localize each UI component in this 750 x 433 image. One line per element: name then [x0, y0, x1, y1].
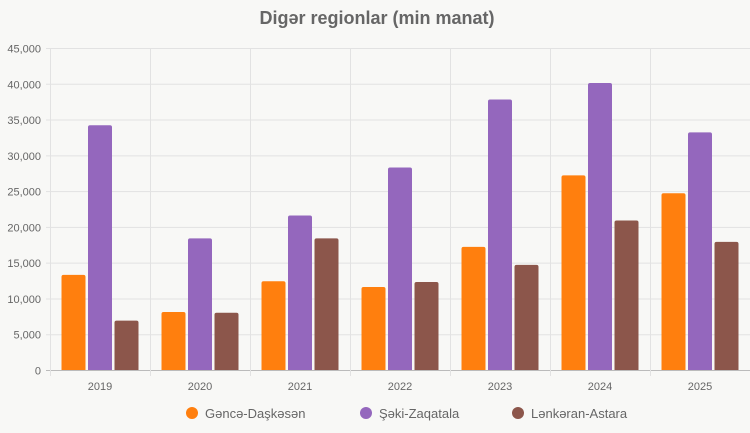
- y-tick-label: 20,000: [7, 222, 41, 234]
- legend[interactable]: Gəncə-Daşkəsən Şəki-Zaqatala Lənkəran-Asta…: [186, 406, 628, 421]
- y-tick-label: 30,000: [7, 151, 41, 163]
- bar-g-nc-da-k-s-n-2022: [361, 286, 386, 370]
- bar-l-nk-ran-astara-2023: [514, 264, 539, 370]
- y-tick-label: 35,000: [7, 115, 41, 127]
- bar-l-nk-ran-astara-2021: [314, 238, 339, 370]
- y-tick-label: 45,000: [7, 44, 41, 56]
- bar--ki-zaqatala-2024: [588, 83, 612, 370]
- bar-l-nk-ran-astara-2020: [214, 312, 239, 370]
- bar-l-nk-ran-astara-2019: [114, 320, 139, 370]
- bar-g-nc-da-k-s-n-2020: [161, 312, 186, 370]
- legend-marker-icon: [186, 407, 198, 419]
- legend-marker-icon: [360, 407, 372, 419]
- bar-g-nc-da-k-s-n-2025: [661, 193, 686, 370]
- y-tick-label: 15,000: [7, 258, 41, 270]
- bar-g-nc-da-k-s-n-2019: [61, 274, 86, 370]
- legend-label: Lənkəran-Astara: [531, 406, 628, 421]
- legend-label: Şəki-Zaqatala: [379, 406, 460, 421]
- bar--ki-zaqatala-2025: [688, 132, 712, 370]
- bar-l-nk-ran-astara-2022: [414, 281, 439, 370]
- x-tick-label: 2022: [388, 381, 412, 393]
- bar--ki-zaqatala-2023: [488, 99, 512, 371]
- axes: 0 5,000 10,000 15,000 20,000 25,000 30,000 35,0…: [7, 44, 712, 394]
- y-tick-label: 40,000: [7, 79, 41, 91]
- x-tick-label: 2019: [88, 381, 112, 393]
- legend-marker-icon: [512, 407, 524, 419]
- y-tick-label: 0: [35, 366, 41, 378]
- x-tick-label: 2020: [188, 381, 212, 393]
- x-tick-label: 2024: [588, 381, 612, 393]
- y-tick-label: 25,000: [7, 187, 41, 199]
- bar--ki-zaqatala-2019: [88, 125, 112, 370]
- y-tick-label: 10,000: [7, 294, 41, 306]
- bars: [61, 83, 739, 371]
- bar-g-nc-da-k-s-n-2021: [261, 281, 286, 370]
- x-tick-label: 2023: [488, 381, 512, 393]
- chart-title: Digər regionlar (min manat): [259, 8, 494, 28]
- y-tick-label: 5,000: [13, 330, 41, 342]
- bar-g-nc-da-k-s-n-2023: [461, 246, 486, 370]
- legend-label: Gəncə-Daşkəsən: [205, 406, 305, 421]
- bar-g-nc-da-k-s-n-2024: [561, 175, 586, 370]
- bar-l-nk-ran-astara-2025: [714, 241, 739, 370]
- bar-l-nk-ran-astara-2024: [614, 220, 639, 370]
- bar--ki-zaqatala-2022: [388, 167, 412, 370]
- x-tick-label: 2021: [288, 381, 312, 393]
- bar--ki-zaqatala-2021: [288, 215, 312, 370]
- x-tick-label: 2025: [688, 381, 712, 393]
- bar--ki-zaqatala-2020: [188, 238, 212, 370]
